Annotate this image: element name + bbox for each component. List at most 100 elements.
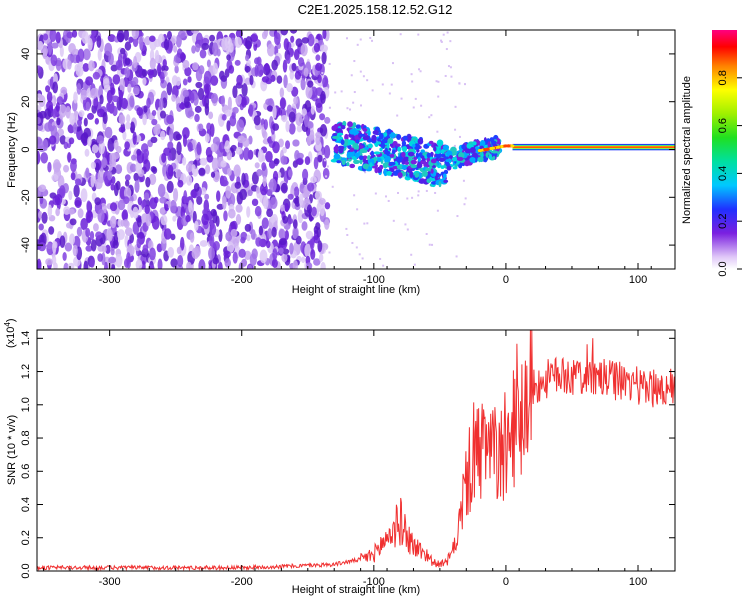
spectrogram-cell bbox=[187, 76, 192, 83]
spectrogram-cell bbox=[347, 121, 353, 128]
spectrogram-cell bbox=[286, 82, 294, 93]
spectrogram-cell bbox=[317, 74, 322, 84]
spectrogram-cell bbox=[409, 171, 414, 178]
spectrogram-cell bbox=[159, 110, 167, 119]
spectrogram-cell bbox=[387, 137, 394, 145]
spectrogram-cell bbox=[160, 71, 165, 84]
spectrogram-cell bbox=[292, 259, 298, 269]
spectrogram-cell bbox=[226, 150, 233, 161]
spectrogram-cell bbox=[68, 137, 75, 145]
spectrogram-cell bbox=[72, 122, 78, 135]
spectrogram-cell bbox=[282, 59, 288, 73]
spectrogram-cell bbox=[145, 213, 152, 227]
spectrogram-cell bbox=[210, 208, 217, 217]
spectrogram-cell bbox=[194, 105, 202, 113]
spectrogram-cell bbox=[226, 54, 231, 61]
spectrogram-cell bbox=[435, 80, 438, 83]
spectrogram-cell bbox=[68, 42, 76, 54]
x-tick-label: -200 bbox=[231, 274, 253, 286]
spectrogram-cell bbox=[284, 230, 289, 240]
spectrogram-cell bbox=[225, 231, 233, 242]
spectrogram-cell bbox=[90, 161, 96, 170]
spectrogram-cell bbox=[92, 71, 101, 80]
spectrogram-cell bbox=[362, 158, 367, 164]
spectrogram-cell bbox=[412, 106, 415, 109]
spectrogram-cell bbox=[366, 155, 371, 161]
spectrogram-cell bbox=[244, 223, 252, 232]
spectrogram-cell bbox=[115, 253, 123, 268]
spectrogram-cell bbox=[126, 252, 131, 265]
spectrogram-cell bbox=[91, 30, 97, 37]
spectrogram-cell bbox=[289, 242, 294, 255]
spectrogram-cell bbox=[211, 157, 219, 172]
spectrogram-cell bbox=[37, 117, 41, 125]
spectrogram-cell bbox=[345, 227, 348, 230]
spectrogram-cell bbox=[374, 167, 379, 174]
spectrogram-cell bbox=[67, 262, 75, 269]
spectrogram-cell bbox=[51, 174, 59, 182]
spectrogram-cell bbox=[54, 193, 63, 206]
spectrogram-cell bbox=[349, 108, 352, 111]
colorbar-tick-label: 0.8 bbox=[717, 70, 729, 85]
spectrogram-cell bbox=[266, 43, 275, 57]
spectrogram-cell bbox=[483, 155, 488, 163]
spectrogram-cell bbox=[241, 82, 248, 97]
spectrogram-cell bbox=[254, 64, 259, 77]
spectrogram-cell bbox=[471, 152, 478, 158]
spectrogram-cell bbox=[395, 169, 401, 174]
spectrogram-cell bbox=[284, 202, 289, 211]
spectrogram-cell bbox=[324, 116, 331, 124]
spectrogram-cell bbox=[433, 146, 437, 152]
spectrogram-cell bbox=[317, 240, 323, 253]
spectrogram-cell bbox=[235, 204, 243, 213]
spectrogram-cell bbox=[247, 189, 253, 197]
spectrogram-cell bbox=[328, 106, 331, 109]
spectrogram-cell bbox=[307, 182, 315, 192]
spectrogram-cell bbox=[233, 164, 241, 177]
spectrogram-cell bbox=[296, 124, 303, 133]
spectrogram-cell bbox=[224, 68, 230, 78]
spectrogram-cell bbox=[159, 207, 166, 215]
spectrogram-cell bbox=[430, 158, 437, 164]
spectrogram-cell bbox=[193, 182, 200, 192]
spectrogram-cell bbox=[230, 144, 237, 152]
spectrogram-cell bbox=[85, 227, 91, 238]
spectrogram-cell bbox=[412, 137, 417, 141]
spectrogram-cell bbox=[283, 38, 290, 51]
spectrogram-cell bbox=[350, 150, 355, 157]
spectrogram-cell bbox=[426, 178, 432, 184]
spectrogram-cell bbox=[442, 33, 445, 36]
spectrogram-cell bbox=[438, 180, 442, 188]
spectrogram-cell bbox=[238, 248, 246, 259]
spectrogram-cell bbox=[343, 138, 349, 146]
spectrogram-cell bbox=[413, 143, 421, 151]
spectrogram-cell bbox=[206, 59, 211, 68]
spectrogram-cell bbox=[357, 165, 362, 171]
spectrogram-cell bbox=[108, 256, 117, 264]
spectrogram-cell bbox=[434, 149, 441, 154]
spectrogram-cell bbox=[154, 49, 160, 63]
spectrogram-cell bbox=[55, 102, 60, 112]
spectrogram-cell bbox=[159, 196, 167, 204]
spectrogram-cell bbox=[124, 57, 131, 66]
spectrogram-cell bbox=[359, 133, 366, 137]
spectrogram-cell bbox=[296, 152, 304, 160]
spectrogram-cell bbox=[121, 209, 129, 222]
spectrogram-cell bbox=[50, 54, 58, 67]
colorbar-gradient bbox=[712, 30, 737, 269]
spectrogram-cell bbox=[129, 95, 135, 108]
spectrogram-cell bbox=[340, 139, 345, 146]
spectrogram-cell bbox=[107, 170, 113, 181]
spectrogram-cell bbox=[443, 179, 449, 183]
spectrogram-cell bbox=[290, 35, 295, 43]
spectrogram-cell bbox=[201, 213, 209, 226]
spectrogram-cell bbox=[196, 141, 202, 156]
spectrogram-cell bbox=[362, 135, 370, 141]
spectrogram-cell bbox=[96, 135, 105, 144]
spectrogram-cell bbox=[76, 226, 83, 237]
spectrogram-cell bbox=[174, 65, 179, 74]
spectrogram-cell bbox=[366, 222, 369, 225]
spectrogram-cell bbox=[208, 111, 214, 120]
spectrogram-cell bbox=[319, 124, 328, 137]
spectrogram-cell bbox=[108, 52, 114, 66]
